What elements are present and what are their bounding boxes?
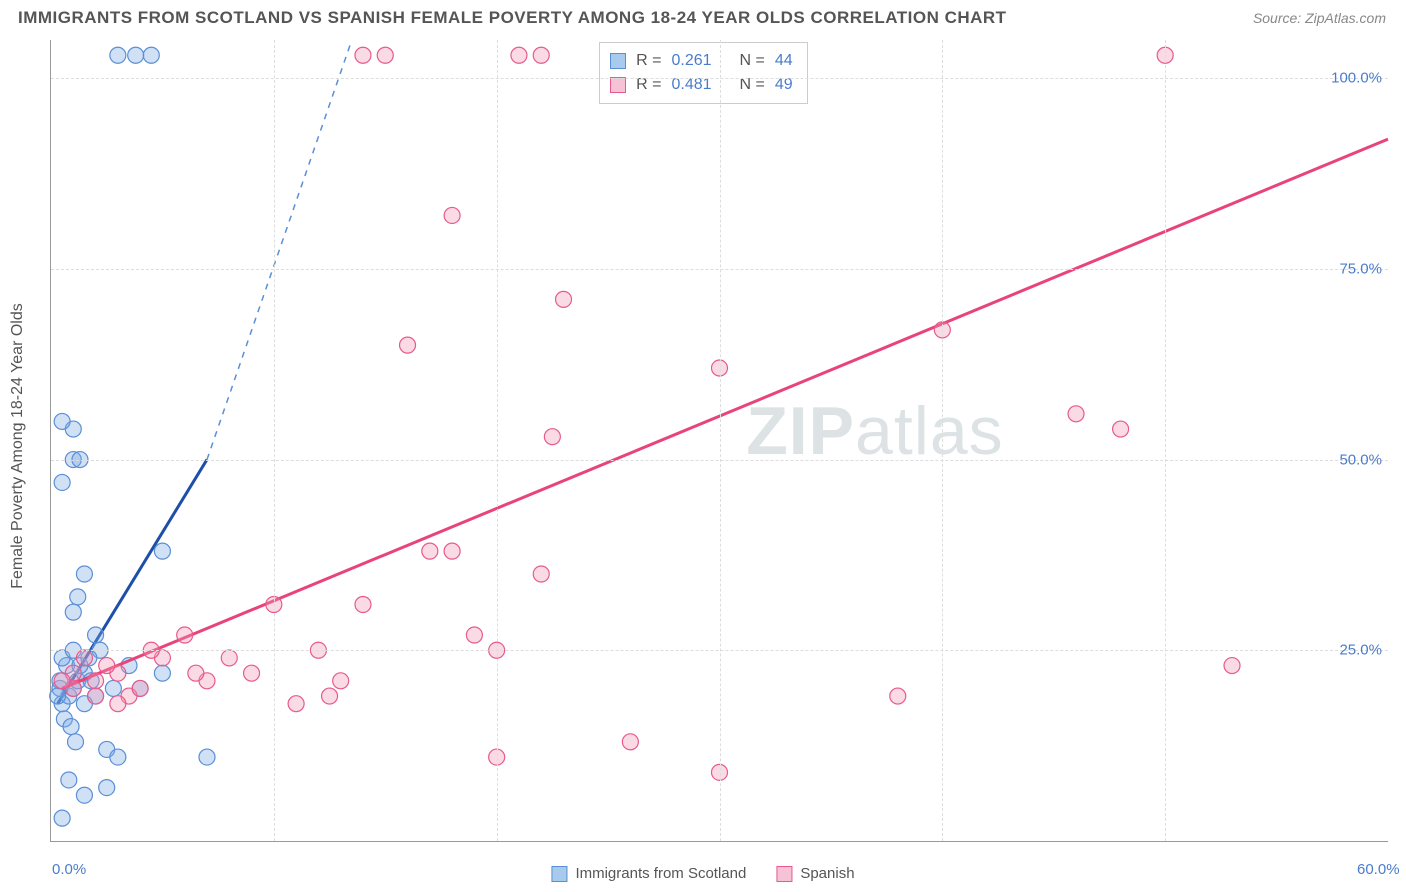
data-point — [422, 543, 438, 559]
data-point — [1224, 658, 1240, 674]
stats-r-value: 0.481 — [672, 73, 712, 97]
stats-row: R = 0.261 N = 44 — [610, 49, 793, 73]
stats-n-label: N = — [740, 73, 765, 97]
data-point — [622, 734, 638, 750]
data-point — [199, 749, 215, 765]
legend-item: Spanish — [776, 865, 854, 882]
data-point — [154, 665, 170, 681]
stats-r-label: R = — [636, 73, 661, 97]
stats-swatch — [610, 77, 626, 93]
data-point — [154, 543, 170, 559]
data-point — [890, 688, 906, 704]
data-point — [68, 734, 84, 750]
data-point — [63, 719, 79, 735]
data-point — [70, 589, 86, 605]
data-point — [322, 688, 338, 704]
data-point — [177, 627, 193, 643]
data-point — [99, 780, 115, 796]
data-point — [128, 47, 144, 63]
legend-swatch — [776, 866, 792, 882]
data-point — [88, 688, 104, 704]
stats-swatch — [610, 53, 626, 69]
bottom-legend: Immigrants from Scotland Spanish — [551, 865, 854, 882]
chart-plot-area: ZIPatlas R =0.261N =44R =0.481N =49 25.0… — [50, 40, 1388, 842]
data-point — [110, 47, 126, 63]
data-point — [50, 688, 66, 704]
data-point — [76, 787, 92, 803]
stats-n-value: 49 — [775, 73, 793, 97]
data-point — [466, 627, 482, 643]
data-point — [65, 604, 81, 620]
stats-r-label: R = — [636, 49, 661, 73]
data-point — [444, 543, 460, 559]
legend-item: Immigrants from Scotland — [551, 865, 746, 882]
data-point — [61, 772, 77, 788]
trend-line-dashed — [207, 40, 352, 460]
data-point — [221, 650, 237, 666]
gridline-vertical — [497, 40, 498, 841]
data-point — [1113, 421, 1129, 437]
data-point — [132, 680, 148, 696]
gridline-vertical — [942, 40, 943, 841]
legend-label: Spanish — [800, 865, 854, 882]
x-tick-label: 0.0% — [52, 861, 86, 878]
y-axis-label: Female Poverty Among 18-24 Year Olds — [9, 303, 27, 589]
data-point — [544, 429, 560, 445]
chart-title: IMMIGRANTS FROM SCOTLAND VS SPANISH FEMA… — [18, 8, 1007, 28]
data-point — [88, 627, 104, 643]
data-point — [355, 47, 371, 63]
data-point — [333, 673, 349, 689]
data-point — [105, 680, 121, 696]
data-point — [54, 810, 70, 826]
data-point — [444, 207, 460, 223]
trend-line-solid — [62, 139, 1388, 688]
stats-legend-box: R = 0.261 N = 44 R = 0.481 N = 49 — [599, 42, 808, 104]
data-point — [400, 337, 416, 353]
y-tick-label: 25.0% — [1339, 642, 1382, 659]
y-tick-label: 50.0% — [1339, 451, 1382, 468]
legend-label: Immigrants from Scotland — [575, 865, 746, 882]
data-point — [533, 47, 549, 63]
gridline-vertical — [1165, 40, 1166, 841]
data-point — [143, 47, 159, 63]
source-label: Source: ZipAtlas.com — [1253, 10, 1386, 26]
data-point — [76, 566, 92, 582]
stats-r-value: 0.261 — [672, 49, 712, 73]
data-point — [54, 413, 70, 429]
data-point — [110, 696, 126, 712]
data-point — [110, 749, 126, 765]
data-point — [99, 658, 115, 674]
data-point — [188, 665, 204, 681]
data-point — [355, 597, 371, 613]
x-tick-label: 60.0% — [1357, 861, 1400, 878]
data-point — [54, 673, 70, 689]
data-point — [377, 47, 393, 63]
data-point — [556, 291, 572, 307]
data-point — [244, 665, 260, 681]
gridline-vertical — [720, 40, 721, 841]
data-point — [511, 47, 527, 63]
stats-n-value: 44 — [775, 49, 793, 73]
data-point — [1068, 406, 1084, 422]
y-tick-label: 75.0% — [1339, 260, 1382, 277]
gridline-vertical — [274, 40, 275, 841]
data-point — [88, 673, 104, 689]
stats-n-label: N = — [740, 49, 765, 73]
data-point — [288, 696, 304, 712]
stats-row: R = 0.481 N = 49 — [610, 73, 793, 97]
data-point — [76, 650, 92, 666]
y-tick-label: 100.0% — [1331, 70, 1382, 87]
data-point — [54, 474, 70, 490]
data-point — [533, 566, 549, 582]
legend-swatch — [551, 866, 567, 882]
